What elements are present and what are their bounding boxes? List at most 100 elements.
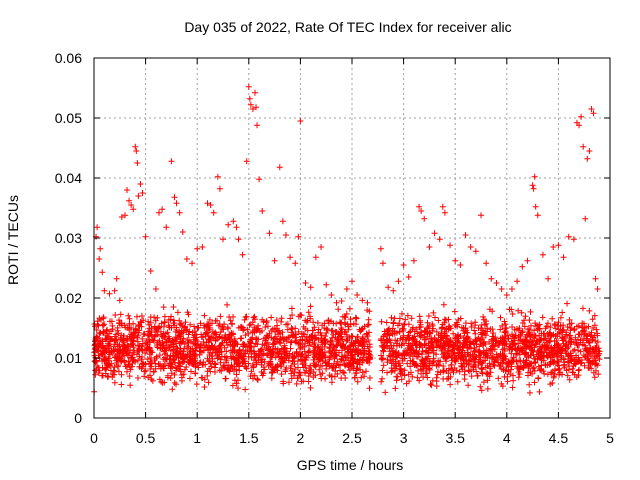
data-point	[546, 329, 553, 336]
data-point	[518, 309, 525, 316]
data-point	[560, 356, 567, 363]
data-point	[168, 158, 175, 165]
data-point	[309, 327, 316, 334]
data-point	[521, 317, 528, 324]
data-point	[176, 317, 183, 324]
data-point	[328, 327, 335, 334]
data-point	[109, 336, 116, 343]
data-point	[471, 348, 478, 355]
data-point	[275, 331, 282, 338]
data-point	[94, 224, 101, 231]
data-point	[346, 335, 353, 342]
data-point	[416, 324, 423, 331]
data-point	[224, 366, 231, 373]
data-point	[109, 349, 116, 356]
data-point	[180, 335, 187, 342]
data-point	[341, 313, 348, 320]
data-point	[341, 369, 348, 376]
data-point	[321, 349, 328, 356]
data-point	[509, 310, 516, 317]
data-point	[110, 367, 117, 374]
data-point	[430, 343, 437, 350]
data-point	[493, 356, 500, 363]
data-point	[538, 354, 545, 361]
data-point	[379, 260, 386, 267]
data-point	[277, 363, 284, 370]
data-point	[428, 382, 435, 389]
data-point	[473, 368, 480, 375]
data-point	[579, 320, 586, 327]
data-point	[160, 342, 167, 349]
data-point	[242, 332, 249, 339]
data-point	[192, 370, 199, 377]
data-point	[490, 330, 497, 337]
data-point	[260, 364, 267, 371]
data-point	[447, 373, 454, 380]
data-point	[149, 377, 156, 384]
data-point	[411, 336, 418, 343]
data-point	[214, 173, 221, 180]
data-point	[488, 275, 495, 282]
data-point	[207, 368, 214, 375]
data-point	[287, 339, 294, 346]
data-point	[255, 357, 262, 364]
data-point	[314, 319, 321, 326]
data-point	[115, 343, 122, 350]
data-point	[340, 341, 347, 348]
data-point	[232, 338, 239, 345]
data-point	[211, 360, 218, 367]
data-point	[141, 330, 148, 337]
data-point	[276, 350, 283, 357]
data-point	[591, 332, 598, 339]
data-point	[109, 322, 116, 329]
data-point	[189, 351, 196, 358]
data-point	[386, 348, 393, 355]
data-point	[235, 351, 242, 358]
data-point	[426, 357, 433, 364]
data-point	[147, 268, 154, 274]
data-point	[493, 338, 500, 345]
data-point	[113, 275, 120, 282]
x-tick-label: 1.5	[239, 430, 259, 446]
data-point	[343, 338, 350, 345]
data-point	[348, 354, 355, 361]
data-point	[234, 361, 241, 368]
data-point	[318, 375, 325, 382]
data-point	[251, 324, 258, 331]
data-point	[177, 338, 184, 345]
data-point	[440, 368, 447, 375]
data-point	[534, 212, 541, 219]
data-point	[249, 362, 256, 369]
data-point	[503, 324, 510, 331]
data-point	[210, 209, 217, 216]
data-point	[454, 378, 461, 385]
data-point	[447, 381, 454, 388]
data-point	[212, 361, 219, 368]
data-point	[262, 324, 269, 331]
data-point	[302, 357, 309, 364]
data-point	[345, 323, 352, 330]
data-point	[531, 379, 538, 386]
data-point	[188, 368, 195, 375]
data-point	[591, 312, 598, 319]
x-tick-label: 0.5	[136, 430, 156, 446]
data-point	[141, 373, 148, 380]
data-point	[528, 346, 535, 353]
data-point	[259, 346, 266, 353]
data-point	[563, 329, 570, 336]
data-point	[351, 340, 358, 347]
data-point	[180, 348, 187, 355]
data-point	[547, 361, 554, 368]
data-point	[504, 332, 511, 339]
data-point	[251, 343, 258, 350]
data-point	[340, 357, 347, 364]
data-point	[357, 328, 364, 335]
data-point	[187, 321, 194, 328]
data-point	[354, 292, 361, 298]
data-point	[268, 375, 275, 382]
data-point	[276, 327, 283, 334]
data-point	[536, 366, 543, 373]
data-point	[495, 352, 502, 359]
y-tick-label: 0.02	[55, 290, 82, 306]
data-point	[514, 363, 521, 370]
